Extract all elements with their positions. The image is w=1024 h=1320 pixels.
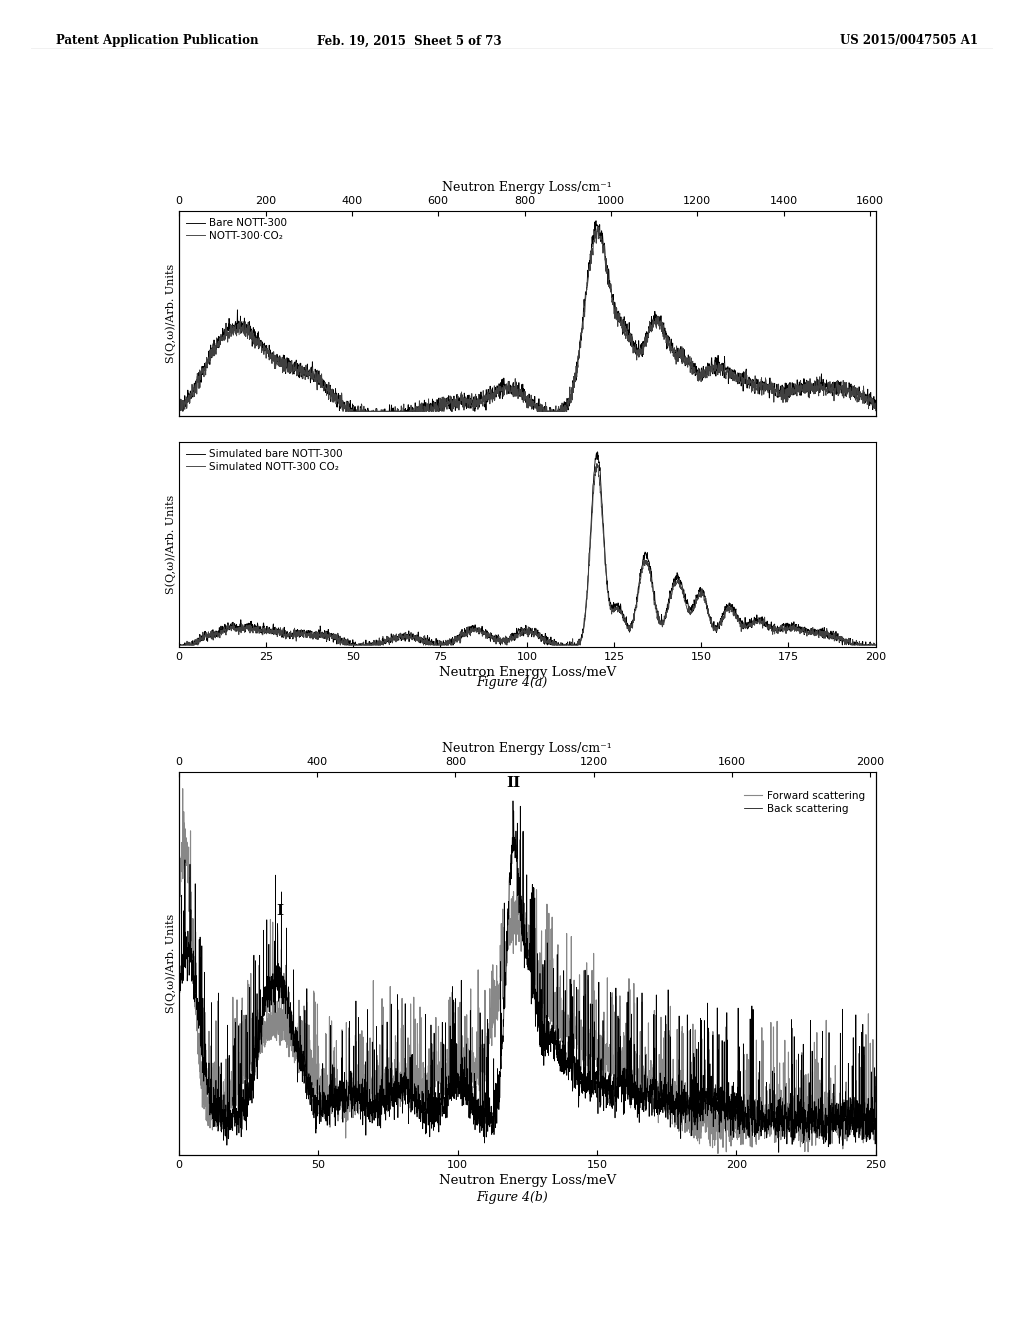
Legend: Bare NOTT-300, NOTT-300·CO₂: Bare NOTT-300, NOTT-300·CO₂ bbox=[182, 214, 292, 244]
Back scattering bbox=[814, 1127, 826, 1143]
Forward scattering bbox=[466, 1074, 478, 1090]
Line: Bare NOTT-300: Bare NOTT-300 bbox=[179, 220, 876, 412]
Simulated bare NOTT-300 bbox=[173, 638, 185, 653]
NOTT-300·CO₂ bbox=[740, 367, 753, 383]
Bare NOTT-300 bbox=[740, 375, 753, 391]
Text: I: I bbox=[275, 904, 283, 917]
Simulated bare NOTT-300 bbox=[187, 636, 200, 652]
Back scattering bbox=[504, 869, 516, 884]
NOTT-300·CO₂ bbox=[187, 380, 200, 396]
Simulated NOTT-300 CO₂ bbox=[795, 623, 807, 639]
Simulated NOTT-300 CO₂ bbox=[173, 638, 185, 653]
Forward scattering bbox=[176, 781, 188, 797]
X-axis label: Neutron Energy Loss/meV: Neutron Energy Loss/meV bbox=[438, 665, 616, 678]
Simulated NOTT-300 CO₂ bbox=[561, 636, 573, 652]
Forward scattering bbox=[679, 1074, 691, 1090]
Back scattering bbox=[679, 1093, 691, 1109]
Forward scattering bbox=[869, 1122, 882, 1138]
Back scattering bbox=[848, 1129, 860, 1144]
Line: Simulated NOTT-300 CO₂: Simulated NOTT-300 CO₂ bbox=[179, 463, 876, 645]
Back scattering bbox=[507, 793, 519, 809]
Bare NOTT-300 bbox=[796, 376, 808, 392]
Y-axis label: S(Q,ω)/Arb. Units: S(Q,ω)/Arb. Units bbox=[166, 264, 176, 363]
Y-axis label: S(Q,ω)/Arb. Units: S(Q,ω)/Arb. Units bbox=[166, 495, 176, 594]
Simulated NOTT-300 CO₂ bbox=[869, 638, 882, 653]
Line: Forward scattering: Forward scattering bbox=[179, 789, 876, 1154]
NOTT-300·CO₂ bbox=[337, 404, 349, 420]
Bare NOTT-300 bbox=[869, 395, 882, 411]
Bare NOTT-300 bbox=[187, 383, 200, 399]
Forward scattering bbox=[848, 1093, 860, 1109]
Bare NOTT-300 bbox=[443, 395, 456, 411]
Simulated bare NOTT-300 bbox=[769, 623, 781, 639]
Bare NOTT-300 bbox=[769, 388, 781, 404]
NOTT-300·CO₂ bbox=[869, 403, 882, 418]
Legend: Simulated bare NOTT-300, Simulated NOTT-300 CO₂: Simulated bare NOTT-300, Simulated NOTT-… bbox=[182, 445, 347, 475]
Simulated bare NOTT-300 bbox=[561, 634, 573, 649]
Bare NOTT-300 bbox=[177, 404, 189, 420]
Simulated NOTT-300 CO₂ bbox=[591, 455, 603, 471]
Simulated bare NOTT-300 bbox=[869, 638, 882, 653]
Forward scattering bbox=[471, 1059, 483, 1074]
Bare NOTT-300 bbox=[590, 213, 602, 228]
Simulated bare NOTT-300 bbox=[591, 444, 603, 459]
Back scattering bbox=[869, 1110, 882, 1126]
Y-axis label: S(Q,ω)/Arb. Units: S(Q,ω)/Arb. Units bbox=[166, 913, 176, 1014]
X-axis label: Neutron Energy Loss/meV: Neutron Energy Loss/meV bbox=[438, 1173, 616, 1187]
Simulated bare NOTT-300 bbox=[795, 622, 807, 638]
Simulated bare NOTT-300 bbox=[443, 632, 456, 648]
Forward scattering bbox=[712, 1146, 724, 1162]
Text: Feb. 19, 2015  Sheet 5 of 73: Feb. 19, 2015 Sheet 5 of 73 bbox=[317, 34, 502, 48]
Legend: Forward scattering, Back scattering: Forward scattering, Back scattering bbox=[739, 787, 869, 818]
Back scattering bbox=[466, 1101, 478, 1117]
Line: NOTT-300·CO₂: NOTT-300·CO₂ bbox=[179, 227, 876, 412]
NOTT-300·CO₂ bbox=[173, 403, 185, 418]
NOTT-300·CO₂ bbox=[769, 384, 781, 400]
Bare NOTT-300 bbox=[562, 396, 574, 412]
Bare NOTT-300 bbox=[173, 397, 185, 413]
Back scattering bbox=[471, 1092, 483, 1107]
NOTT-300·CO₂ bbox=[562, 392, 574, 408]
NOTT-300·CO₂ bbox=[592, 219, 604, 235]
X-axis label: Neutron Energy Loss/cm⁻¹: Neutron Energy Loss/cm⁻¹ bbox=[442, 742, 612, 755]
Back scattering bbox=[173, 1002, 185, 1018]
Simulated NOTT-300 CO₂ bbox=[769, 623, 781, 639]
Simulated NOTT-300 CO₂ bbox=[740, 619, 753, 635]
NOTT-300·CO₂ bbox=[796, 383, 808, 399]
Forward scattering bbox=[173, 912, 185, 928]
X-axis label: Neutron Energy Loss/cm⁻¹: Neutron Energy Loss/cm⁻¹ bbox=[442, 181, 612, 194]
Text: US 2015/0047505 A1: US 2015/0047505 A1 bbox=[840, 34, 978, 48]
Forward scattering bbox=[504, 917, 516, 933]
Simulated bare NOTT-300 bbox=[740, 618, 753, 634]
Text: Figure 4(a): Figure 4(a) bbox=[476, 676, 548, 689]
Simulated NOTT-300 CO₂ bbox=[187, 638, 200, 653]
Back scattering bbox=[772, 1144, 784, 1160]
Text: II: II bbox=[506, 776, 520, 789]
Line: Back scattering: Back scattering bbox=[179, 801, 876, 1152]
Text: Figure 4(b): Figure 4(b) bbox=[476, 1191, 548, 1204]
Forward scattering bbox=[814, 1072, 826, 1088]
NOTT-300·CO₂ bbox=[443, 396, 456, 412]
Text: Patent Application Publication: Patent Application Publication bbox=[56, 34, 259, 48]
Line: Simulated bare NOTT-300: Simulated bare NOTT-300 bbox=[179, 451, 876, 645]
Simulated NOTT-300 CO₂ bbox=[443, 634, 456, 649]
